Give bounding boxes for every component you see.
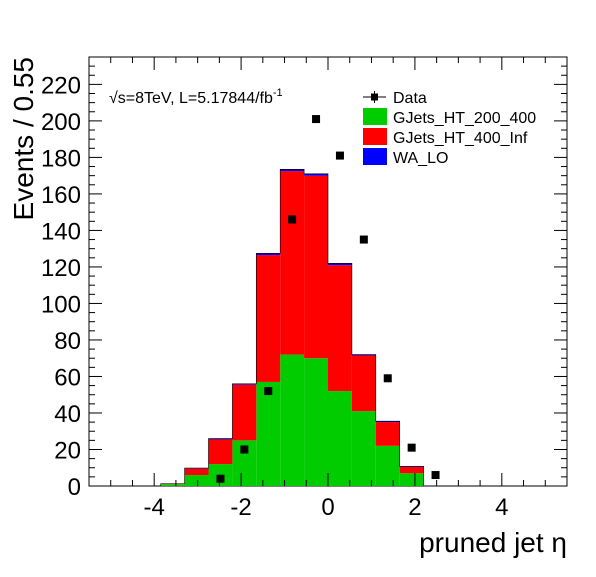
data-point <box>216 474 225 483</box>
y-tick-label: 80 <box>54 328 81 355</box>
data-point <box>240 445 249 454</box>
legend-swatch-wa-lo <box>363 148 387 165</box>
y-tick-label: 140 <box>41 218 81 245</box>
legend-item-gjets-400-inf: GJets_HT_400_Inf <box>363 128 528 147</box>
y-axis-title: Events / 0.55 <box>8 57 39 220</box>
y-tick-label: 100 <box>41 291 81 318</box>
y-tick-label: 20 <box>54 437 81 464</box>
bar-gjets-ht-200-400-bin-8 <box>280 354 305 486</box>
bar-gjets-ht-400-inf-bin-7 <box>256 255 281 382</box>
legend-label-gjets-200-400: GJets_HT_200_400 <box>393 110 536 127</box>
bar-wa-lo-bin-8 <box>280 169 305 172</box>
y-tick-label: 160 <box>41 182 81 209</box>
x-axis-title: pruned jet η <box>419 527 567 558</box>
axes: 0 20 40 60 80 100 120 140 160 180 200 220 -4 -2 0 2 4 <box>41 56 567 521</box>
x-tick-label: 0 <box>321 494 334 521</box>
data-point <box>431 471 440 480</box>
data-point <box>335 151 344 160</box>
y-tick-label: 120 <box>41 255 81 282</box>
lumi-superscript: -1 <box>273 87 283 99</box>
bar-gjets-ht-200-400-bin-7 <box>256 381 281 486</box>
bar-gjets-ht-400-inf-bin-6 <box>232 384 257 441</box>
data-points <box>216 115 440 483</box>
bar-gjets-ht-200-400-bin-11 <box>351 411 376 486</box>
bar-gjets-ht-400-inf-bin-10 <box>328 265 352 392</box>
data-point <box>383 374 392 383</box>
legend-label-wa-lo: WA_LO <box>393 150 448 167</box>
bar-gjets-ht-200-400-bin-9 <box>304 358 328 486</box>
bar-gjets-ht-200-400-bin-10 <box>328 391 352 486</box>
legend-data-marker <box>371 93 378 101</box>
bar-gjets-ht-400-inf-bin-4 <box>184 468 209 476</box>
bar-wa-lo-bin-10 <box>328 263 352 266</box>
bar-gjets-ht-400-inf-bin-11 <box>351 355 376 412</box>
lumi-annotation: √s=8TeV, L=5.17844/fb-1 <box>109 87 283 107</box>
bar-gjets-ht-200-400-bin-4 <box>184 475 209 486</box>
bar-wa-lo-bin-7 <box>256 253 281 256</box>
stack-outline <box>89 168 567 487</box>
x-tick-label: 2 <box>408 494 421 521</box>
y-tick-label: 200 <box>41 109 81 136</box>
legend-item-data: Data <box>363 90 427 107</box>
x-tick-label: 4 <box>495 494 508 521</box>
bar-gjets-ht-200-400-bin-6 <box>232 440 257 486</box>
bar-wa-lo-bin-6 <box>232 383 257 385</box>
data-point <box>312 115 321 124</box>
bar-gjets-ht-400-inf-bin-12 <box>375 422 400 446</box>
y-tick-label: 40 <box>54 401 81 428</box>
data-point <box>407 443 416 452</box>
y-tick-label: 220 <box>41 72 81 99</box>
bar-wa-lo-bin-11 <box>351 354 376 356</box>
legend-swatch-gjets-200-400 <box>363 108 387 125</box>
bar-wa-lo-bin-12 <box>375 421 400 423</box>
bar-gjets-ht-400-inf-bin-9 <box>304 175 328 359</box>
bar-gjets-ht-200-400-bin-3 <box>160 484 185 486</box>
stacked-bars <box>89 168 567 487</box>
svg-text:√s=8TeV, L=5.17844/fb-1: √s=8TeV, L=5.17844/fb-1 <box>109 87 283 107</box>
x-tick-label: -2 <box>230 494 251 521</box>
bar-wa-lo-bin-9 <box>304 173 328 176</box>
data-point <box>264 387 273 396</box>
y-tick-label: 0 <box>68 474 81 501</box>
y-tick-label: 60 <box>54 364 81 391</box>
lumi-main-text: s=8TeV, L=5.17844/fb <box>118 90 273 107</box>
sqrt-symbol: √ <box>109 90 118 107</box>
bar-gjets-ht-200-400-bin-13 <box>399 473 424 486</box>
legend-item-gjets-200-400: GJets_HT_200_400 <box>363 108 536 127</box>
y-tick-label: 180 <box>41 145 81 172</box>
bar-wa-lo-bin-5 <box>208 438 233 440</box>
legend-label-gjets-400-inf: GJets_HT_400_Inf <box>393 130 528 147</box>
legend-swatch-gjets-400-inf <box>363 128 387 145</box>
bar-gjets-ht-400-inf-bin-13 <box>399 466 424 474</box>
legend-item-wa-lo: WA_LO <box>363 148 448 167</box>
bar-gjets-ht-400-inf-bin-8 <box>280 171 305 355</box>
bar-gjets-ht-200-400-bin-12 <box>375 445 400 486</box>
bar-gjets-ht-400-inf-bin-5 <box>208 439 233 465</box>
legend: Data GJets_HT_200_400 GJets_HT_400_Inf W… <box>363 90 536 167</box>
data-point <box>288 215 297 224</box>
x-tick-label: -4 <box>144 494 165 521</box>
data-point <box>359 235 368 244</box>
legend-label-data: Data <box>393 90 427 107</box>
